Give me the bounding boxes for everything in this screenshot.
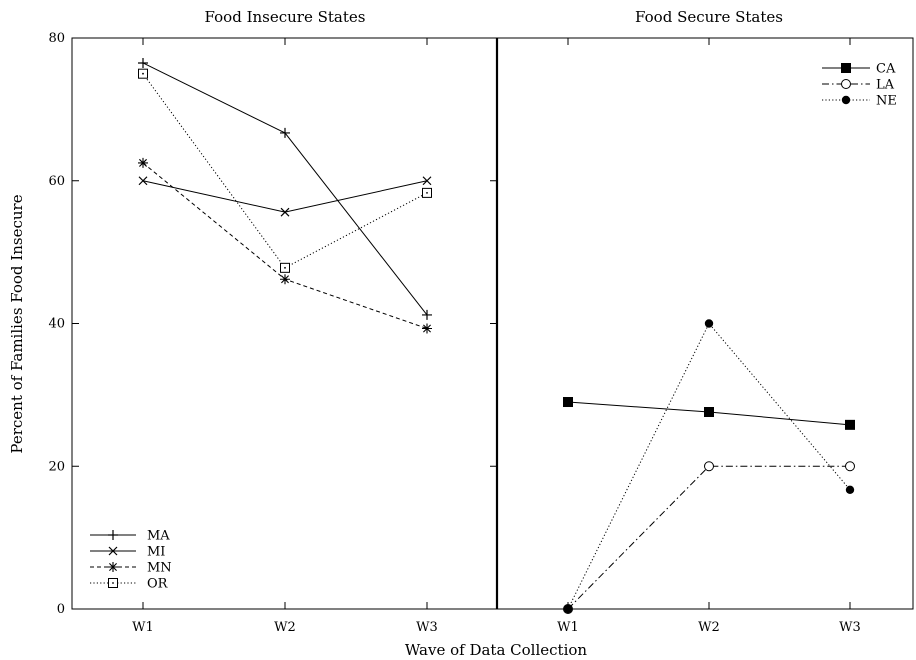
legend-marker-or [108, 578, 118, 588]
series-ne-line [567, 322, 851, 610]
legend-label-ma: MA [147, 529, 170, 544]
series-mn-line [142, 162, 428, 329]
series-or-point-w1 [138, 68, 148, 79]
series-la [563, 461, 855, 614]
series-or-point-w3 [422, 187, 432, 198]
x-tick-label: W1 [132, 620, 154, 635]
right-panel-title: Food Secure States [635, 8, 783, 26]
y-tick-label: 80 [48, 31, 65, 46]
legend-marker-la [841, 79, 851, 89]
series-mn-point-w3 [422, 323, 432, 334]
series-mi-point-w3 [422, 176, 432, 186]
legend-label-mn: MN [147, 561, 172, 576]
legend-label-or: OR [147, 577, 169, 592]
panel-left: Food Insecure States 0 20 40 60 80 W1 W2 W3 MAMI… [48, 8, 498, 635]
legend-marker-ma [108, 530, 118, 540]
legend-marker-ca [841, 63, 851, 73]
y-tick-label: 60 [48, 174, 65, 189]
series-ca-point-w2 [704, 407, 714, 418]
series-ne-point-w1 [563, 604, 573, 614]
series-la-point-w2 [704, 461, 714, 472]
series-mi [138, 176, 432, 217]
series-or-point-w2 [280, 262, 290, 273]
series-mn [138, 157, 432, 334]
series-ma-point-w2 [280, 127, 290, 138]
series-or-line [142, 73, 428, 269]
series-mn-point-w1 [138, 157, 148, 168]
x-axis-label: Wave of Data Collection [405, 641, 587, 659]
legend-marker-mi [108, 546, 118, 556]
x-tick-label: W2 [274, 620, 296, 635]
legend-label-la: LA [876, 78, 895, 93]
series-ne-point-w3 [845, 485, 855, 495]
series-ca [563, 397, 855, 430]
series-ma-point-w3 [422, 309, 432, 320]
x-tick-label: W1 [557, 620, 579, 635]
x-tick-label: W2 [698, 620, 720, 635]
legend-marker-mn [108, 562, 118, 572]
y-tick-label: 40 [48, 317, 65, 332]
series-ne [563, 319, 855, 614]
series-ne-point-w2 [704, 319, 714, 328]
series-mn-point-w2 [280, 274, 290, 285]
legend-marker-ne [841, 95, 851, 105]
y-tick-label: 0 [57, 602, 65, 617]
series-ma-point-w1 [138, 57, 148, 68]
series-ca-point-w1 [563, 397, 573, 408]
legend-label-ne: NE [876, 94, 897, 109]
legend-label-ca: CA [876, 62, 896, 77]
series-la-line [567, 465, 850, 610]
y-tick-label: 20 [48, 459, 65, 474]
series-mi-point-w1 [138, 176, 148, 186]
legend-label-mi: MI [147, 545, 165, 560]
series-mi-line [142, 180, 428, 213]
series-la-point-w3 [845, 461, 855, 472]
left-panel-title: Food Insecure States [205, 8, 366, 26]
series-ca-point-w3 [845, 419, 855, 430]
x-tick-label: W3 [839, 620, 861, 635]
x-tick-label: W3 [416, 620, 438, 635]
plot-frame [71, 37, 498, 610]
series-or [138, 68, 432, 273]
series-mi-point-w2 [280, 207, 290, 217]
series-ma [138, 57, 432, 320]
y-axis-label: Percent of Families Food Insecure [8, 194, 26, 453]
